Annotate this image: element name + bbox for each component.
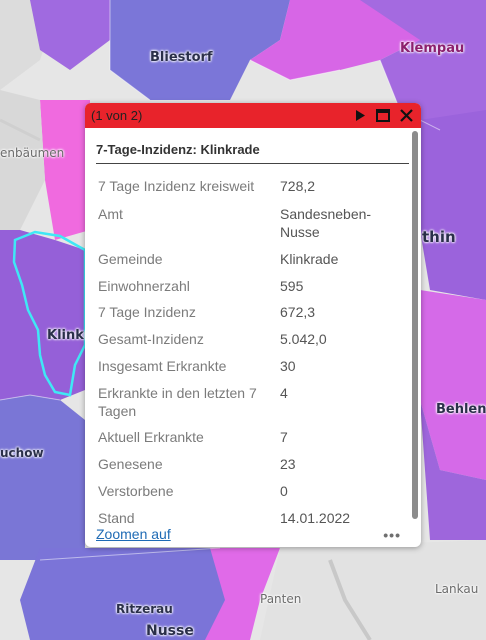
more-options-button[interactable]: ••• <box>383 527 401 543</box>
map-label-bliestorf: Bliestorf <box>150 50 213 65</box>
map-label-enbaumen: enbäumen <box>0 146 65 160</box>
map-label-behlend: Behlend <box>436 402 486 417</box>
row-key: Insgesamt Erkrankte <box>98 358 227 374</box>
map-label-klempau: Klempau <box>400 41 465 56</box>
row-key: Verstorbene <box>98 483 174 499</box>
row-key: Aktuell Erkrankte <box>98 429 204 445</box>
row-value: 7 <box>280 429 288 445</box>
region <box>30 0 120 70</box>
map-label-ritzerau: Ritzerau <box>116 602 173 616</box>
row-key: Gesamt-Inzidenz <box>98 331 204 347</box>
map-label-nusse: Nusse <box>146 623 194 639</box>
map-label-panten: Panten <box>260 592 302 606</box>
map-label-uchow: uchow <box>0 446 44 460</box>
row-key: Amt <box>98 206 123 222</box>
row-value: 0 <box>280 483 288 499</box>
row-key: 7 Tage Inzidenz <box>98 304 196 320</box>
row-value: Klinkrade <box>280 251 339 267</box>
scrollbar[interactable] <box>412 131 418 519</box>
row-value: 672,3 <box>280 304 316 320</box>
region <box>0 230 85 400</box>
popup-title: 7-Tage-Inzidenz: Klinkrade <box>96 142 409 164</box>
region <box>20 548 230 640</box>
map-label-lankau: Lankau <box>435 582 479 596</box>
region <box>0 395 85 560</box>
row-key: Genesene <box>98 456 163 472</box>
play-icon <box>356 110 365 121</box>
map-label-thin: thin <box>422 228 456 246</box>
row-value: 4 <box>280 385 288 401</box>
region <box>360 0 486 130</box>
info-popup: (1 von 2) 7-Tage-Inzidenz: Klinkrade 7 T… <box>85 103 421 547</box>
close-button[interactable] <box>397 107 415 125</box>
row-value: 5.042,0 <box>280 331 327 347</box>
row-value: 23 <box>280 456 296 472</box>
row-key: Einwohnerzahl <box>98 278 190 294</box>
region <box>205 548 280 640</box>
popup-header: (1 von 2) <box>85 103 421 128</box>
row-value: 14.01.2022 <box>280 510 351 526</box>
row-key: Stand <box>98 510 135 526</box>
row-value: Sandesneben-Nusse <box>280 206 372 240</box>
region <box>250 0 420 80</box>
feature-counter: (1 von 2) <box>91 108 143 123</box>
region <box>420 290 486 480</box>
zoom-to-link[interactable]: Zoomen auf <box>96 526 171 542</box>
highlight-outline <box>12 230 87 397</box>
attribute-table: 7 Tage Inzidenz kreisweit 728,2 Amt Sand… <box>85 174 407 547</box>
row-key: 7 Tage Inzidenz kreisweit <box>98 178 255 194</box>
maximize-icon <box>376 109 390 122</box>
row-key: Gemeinde <box>98 251 163 267</box>
region <box>420 400 486 540</box>
row-value: 595 <box>280 278 304 294</box>
close-icon <box>399 109 413 122</box>
row-key: Erkrankte in den letzten 7 Tagen <box>98 385 257 419</box>
row-value: 30 <box>280 358 296 374</box>
next-feature-button[interactable] <box>351 107 369 125</box>
row-value: 728,2 <box>280 178 316 194</box>
maximize-button[interactable] <box>374 107 392 125</box>
region <box>40 100 90 240</box>
region <box>420 110 486 300</box>
region <box>110 0 290 100</box>
